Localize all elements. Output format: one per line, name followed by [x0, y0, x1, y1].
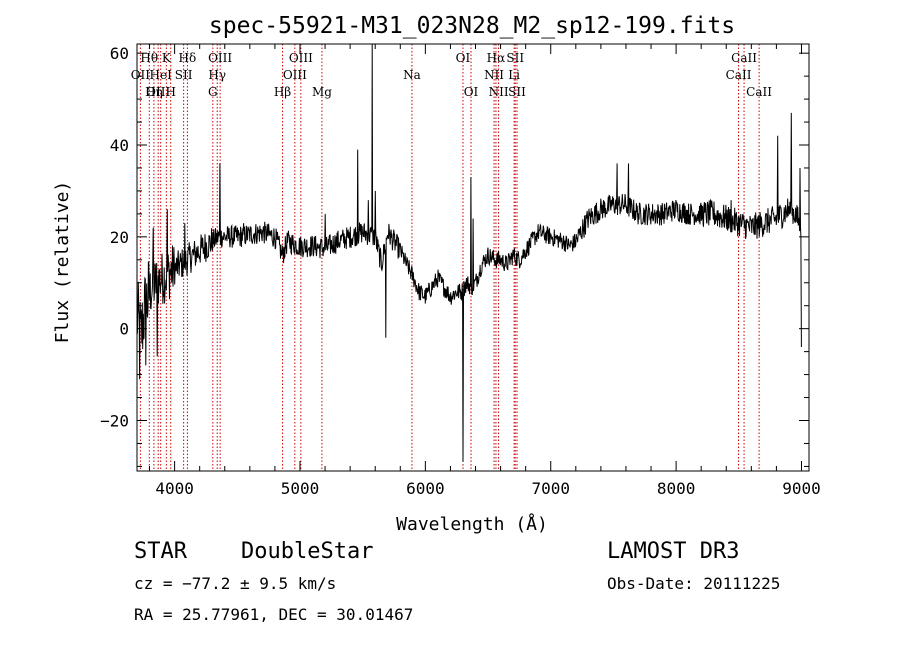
- line-marker-label: OIII: [283, 68, 307, 82]
- line-marker-label: Mg: [312, 85, 332, 99]
- y-axis-label: Flux (relative): [52, 181, 73, 344]
- x-tick-label: 7000: [531, 479, 570, 498]
- line-marker-label: SII: [175, 68, 193, 82]
- survey-name: LAMOST DR3: [607, 539, 739, 564]
- x-tick-label: 6000: [406, 479, 445, 498]
- line-marker-label: Hβ: [274, 85, 291, 99]
- x-tick-label: 5000: [281, 479, 320, 498]
- line-marker-label: HeI: [150, 68, 173, 82]
- y-tick-label: 20: [110, 228, 129, 247]
- x-tick-label: 4000: [155, 479, 194, 498]
- line-marker-label: CaII: [726, 68, 752, 82]
- line-marker-label: Hθ: [140, 51, 158, 65]
- y-tick-label: 40: [110, 136, 129, 155]
- line-marker-label: Hη: [145, 85, 163, 99]
- x-axis-label: Wavelength (Å): [396, 513, 548, 535]
- x-tick-label: 9000: [782, 479, 821, 498]
- line-marker-label: Hγ: [208, 68, 226, 82]
- obs-date: Obs-Date: 20111225: [607, 574, 780, 593]
- line-marker-label: OI: [464, 85, 479, 99]
- star-subclass: DoubleStar: [241, 539, 373, 564]
- line-marker-label: CaII: [731, 51, 757, 65]
- line-marker-label: Hα: [487, 51, 506, 65]
- line-marker-label: OIII: [146, 85, 170, 99]
- star-class: STAR: [134, 539, 188, 564]
- flux-series-line: [136, 43, 802, 462]
- y-axis-ticks: −20 0 20 40 60: [100, 44, 809, 467]
- line-marker-label: K: [162, 51, 172, 65]
- cz-value: cz = −77.2 ± 9.5 km/s: [134, 574, 336, 593]
- line-markers: [139, 44, 760, 471]
- y-tick-label: 0: [119, 320, 129, 339]
- line-marker-label: Li: [508, 68, 520, 82]
- chart-title: spec-55921-M31_023N28_M2_sp12-199.fits: [209, 13, 735, 39]
- x-axis-ticks: 4000 5000 6000 7000 8000 9000: [149, 44, 821, 498]
- line-marker-label: OIII: [208, 51, 232, 65]
- line-marker-label: OI: [456, 51, 471, 65]
- line-marker-label: SII: [508, 85, 526, 99]
- plot-frame: [136, 43, 810, 472]
- line-marker-label: Na: [403, 68, 421, 82]
- line-marker-label: CaII: [746, 85, 772, 99]
- line-marker-label: SII: [506, 51, 524, 65]
- coordinates: RA = 25.77961, DEC = 30.01467: [134, 605, 413, 624]
- x-tick-label: 8000: [657, 479, 696, 498]
- line-marker-label: Hδ: [179, 51, 197, 65]
- line-marker-label: G: [208, 85, 218, 99]
- line-marker-label: OIII: [289, 51, 313, 65]
- line-marker-label: NII: [484, 68, 504, 82]
- line-marker-label: H: [165, 85, 175, 99]
- line-marker-label: NII: [489, 85, 509, 99]
- line-marker-label: OII: [131, 68, 151, 82]
- y-tick-label: 60: [110, 44, 129, 63]
- y-tick-label: −20: [100, 411, 129, 430]
